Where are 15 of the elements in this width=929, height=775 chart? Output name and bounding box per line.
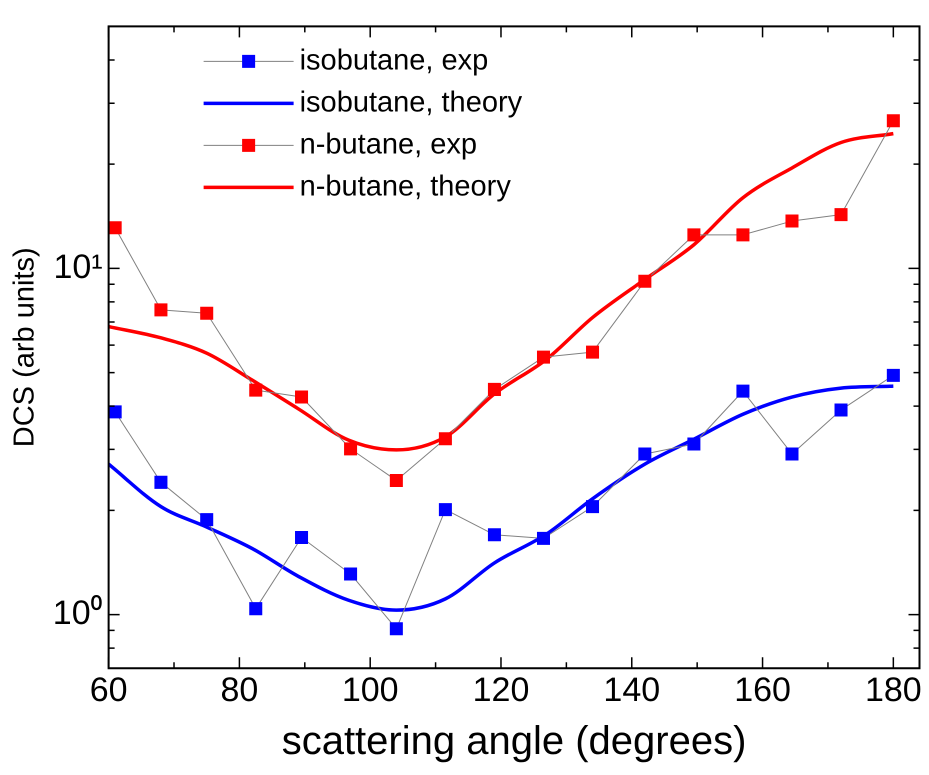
x-tick-label: 160 — [734, 670, 791, 709]
legend-label: isobutane, theory — [300, 86, 523, 118]
x-tick-label: 80 — [220, 670, 258, 709]
legend-label: n-butane, theory — [300, 170, 512, 202]
x-tick-label: 100 — [342, 670, 399, 709]
y-axis-title: DCS (arb units) — [8, 247, 40, 448]
legend-label: n-butane, exp — [300, 128, 477, 160]
x-tick-label: 120 — [472, 670, 530, 709]
y-tick-label: 10⁰ — [52, 594, 103, 632]
x-tick-label: 60 — [90, 670, 128, 709]
x-tick-label: 140 — [603, 670, 660, 709]
legend-label: isobutane, exp — [300, 44, 488, 76]
x-tick-label: 180 — [864, 670, 922, 709]
y-tick-label: 10¹ — [53, 248, 103, 286]
x-axis-title: scattering angle (degrees) — [282, 719, 746, 764]
